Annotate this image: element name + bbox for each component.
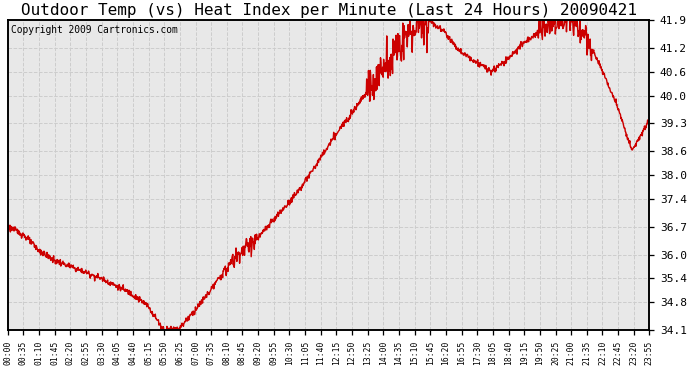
- Text: Copyright 2009 Cartronics.com: Copyright 2009 Cartronics.com: [11, 25, 177, 35]
- Title: Outdoor Temp (vs) Heat Index per Minute (Last 24 Hours) 20090421: Outdoor Temp (vs) Heat Index per Minute …: [21, 3, 637, 18]
